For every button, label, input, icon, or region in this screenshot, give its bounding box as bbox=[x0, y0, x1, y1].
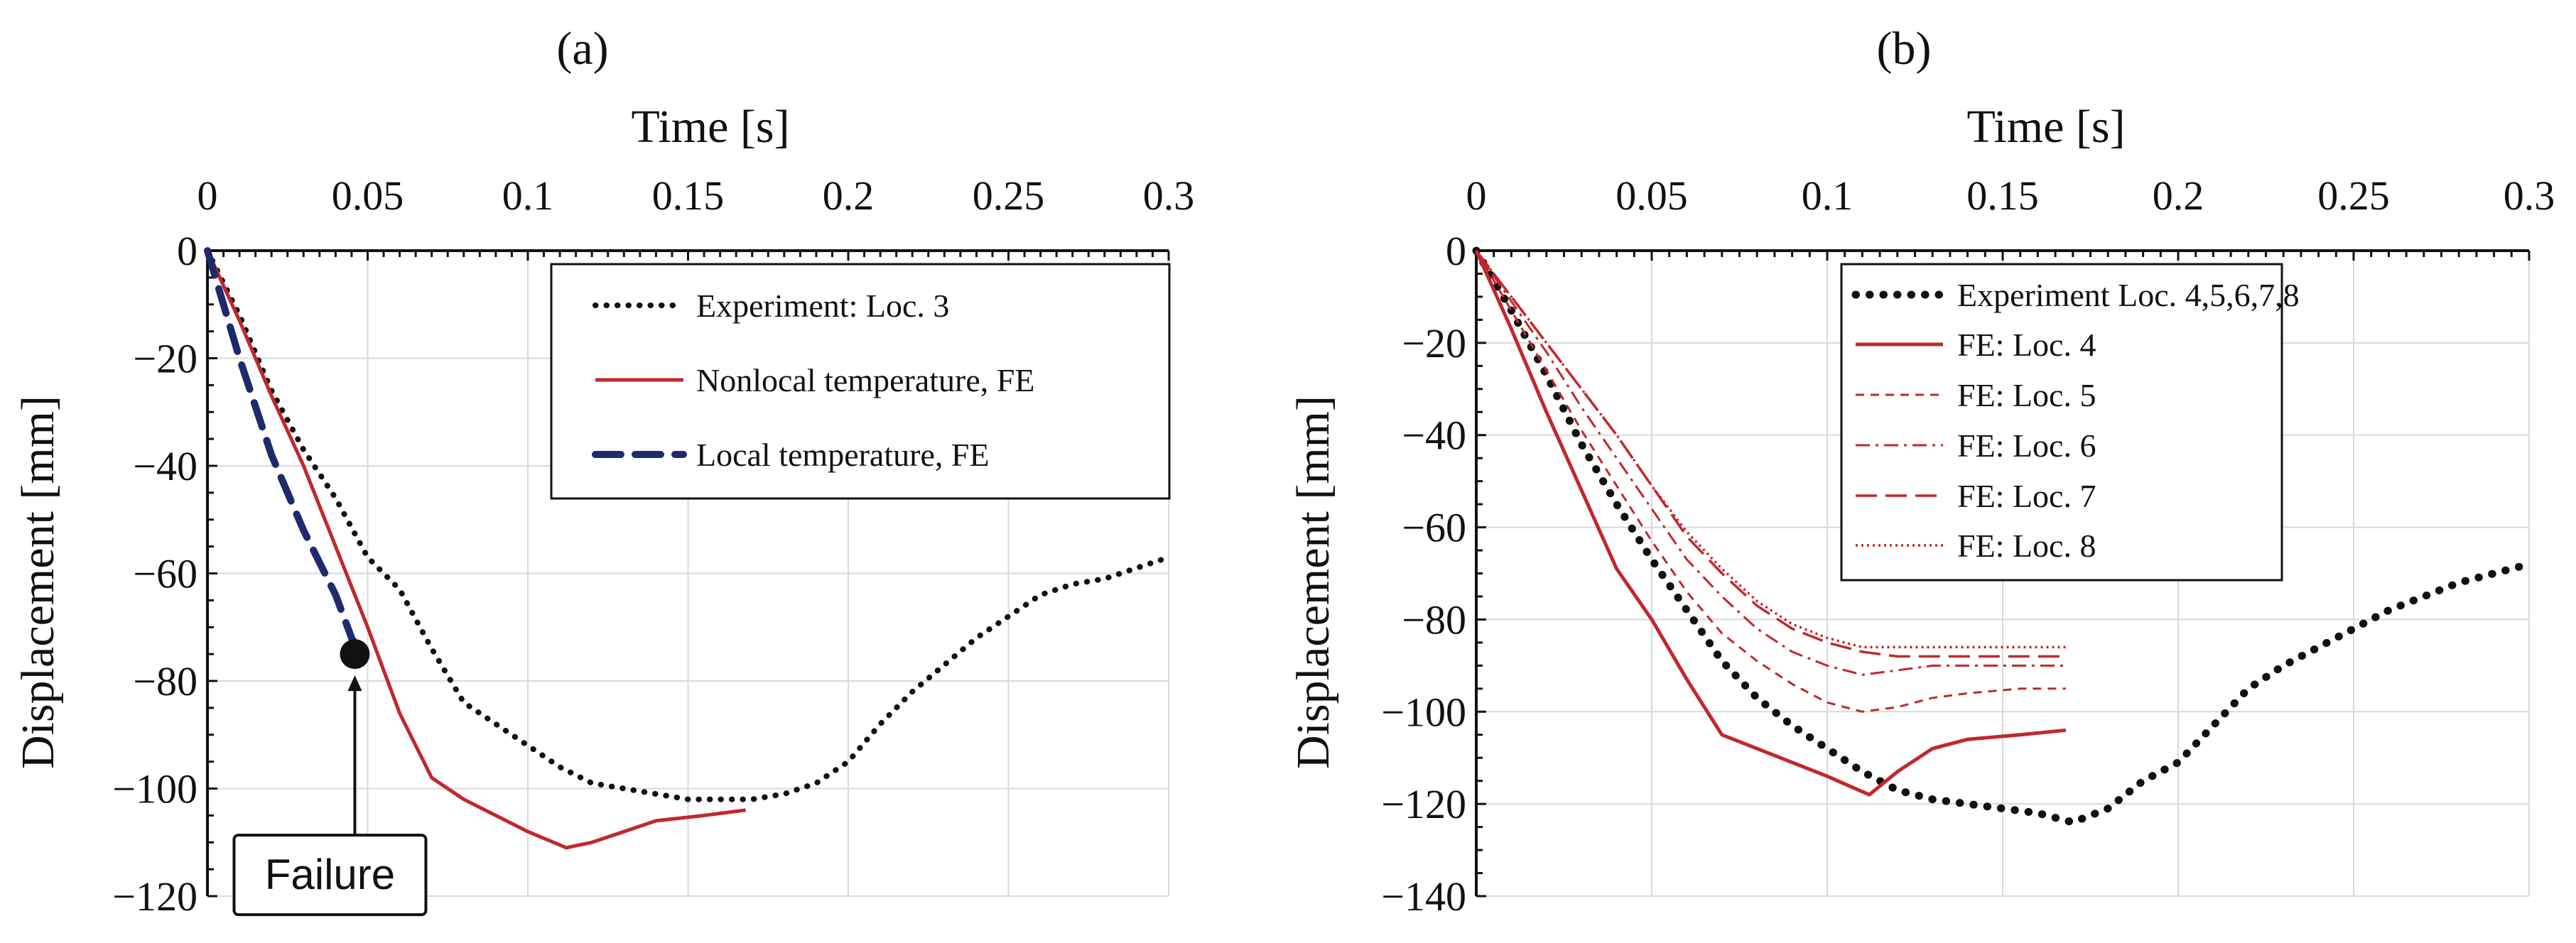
panel-a-series-1 bbox=[205, 248, 1171, 802]
panel-b-legend: Experiment Loc. 4,5,6,7,8 FE: Loc. 4 FE: L… bbox=[1840, 263, 2300, 582]
panel-b-legend-label-1: Experiment Loc. 4,5,6,7,8 bbox=[1957, 277, 2300, 313]
panel-a-y-tick-label: −40 bbox=[133, 443, 197, 489]
chart-panel-b: (b) Time [s] Displacement [mm] 0 0.05 0.1 0… bbox=[1287, 23, 2555, 920]
panel-a-y-tick-label: −100 bbox=[112, 766, 197, 812]
panel-a-y-tick-labels: 0 −20 −40 −60 −80 −100 −120 bbox=[112, 228, 197, 920]
panel-b-x-tick-label: 0.2 bbox=[2153, 173, 2204, 219]
panel-a-legend: Experiment: Loc. 3 Nonlocal temperature, … bbox=[550, 263, 1171, 500]
panel-a-x-tick-label: 0.2 bbox=[823, 173, 875, 219]
panel-b-legend-label-2: FE: Loc. 4 bbox=[1957, 327, 2096, 363]
panel-a-y-tick-label: −80 bbox=[133, 658, 197, 704]
panel-b-x-tick-label: 0.25 bbox=[2317, 173, 2390, 219]
panel-b-legend-label-4: FE: Loc. 6 bbox=[1957, 427, 2096, 464]
panel-b-series-6 bbox=[1475, 249, 2066, 649]
panel-a-x-tick-label: 0.25 bbox=[973, 173, 1045, 219]
panel-a-x-tick-label: 0.15 bbox=[652, 173, 725, 219]
failure-label: Failure bbox=[265, 851, 395, 898]
panel-a-label: (a) bbox=[556, 23, 608, 75]
panel-b-x-tick-label: 0.3 bbox=[2504, 173, 2555, 219]
panel-b-x-axis-title: Time [s] bbox=[1966, 101, 2125, 153]
panel-a-legend-label-1: Experiment: Loc. 3 bbox=[696, 288, 949, 324]
panel-a-x-tick-label: 0.05 bbox=[332, 173, 404, 219]
panel-b-series-3 bbox=[1475, 250, 2066, 713]
panel-b-y-tick-label: −120 bbox=[1381, 781, 1466, 827]
panel-a-x-tick-label: 0.1 bbox=[502, 173, 554, 219]
panel-b-axes bbox=[1475, 249, 2531, 898]
panel-a-y-tick-label: −120 bbox=[112, 873, 197, 920]
panel-a-legend-label-3: Local temperature, FE bbox=[696, 437, 990, 473]
panel-a-y-tick-label: −20 bbox=[133, 336, 197, 382]
panel-b-y-tick-label: −20 bbox=[1402, 320, 1466, 366]
panel-b-y-tick-label: −140 bbox=[1381, 873, 1466, 920]
panel-a-y-tick-label: 0 bbox=[177, 228, 197, 274]
panel-b-y-tick-label: −80 bbox=[1402, 596, 1466, 643]
panel-a-series-2 bbox=[205, 249, 747, 850]
panel-b-x-tick-label: 0.15 bbox=[1966, 173, 2039, 219]
panel-b-legend-label-6: FE: Loc. 8 bbox=[1957, 528, 2096, 564]
panel-b-y-tick-label: 0 bbox=[1446, 228, 1466, 274]
failure-label-box bbox=[232, 834, 428, 917]
panel-b-label: (b) bbox=[1877, 23, 1932, 75]
panel-b-y-tick-label: −60 bbox=[1402, 505, 1466, 551]
panel-b-y-tick-label: −100 bbox=[1381, 689, 1466, 735]
panel-a-axes bbox=[206, 249, 1170, 898]
panel-b-y-tick-label: −40 bbox=[1402, 413, 1466, 459]
failure-annotation: Failure bbox=[232, 639, 428, 917]
panel-a-x-tick-labels: 0 0.05 0.1 0.15 0.2 0.25 0.3 bbox=[197, 173, 1195, 219]
panel-b-legend-label-5: FE: Loc. 7 bbox=[1957, 478, 2096, 514]
panel-b-series-2 bbox=[1474, 249, 2067, 797]
panel-a-series-group bbox=[204, 247, 1171, 850]
failure-arrowhead bbox=[347, 675, 362, 692]
failure-marker bbox=[340, 639, 370, 670]
panel-a-y-tick-label: −60 bbox=[133, 551, 197, 597]
panel-a-x-tick-label: 0.3 bbox=[1143, 173, 1195, 219]
panel-b-x-tick-label: 0.05 bbox=[1616, 173, 1688, 219]
panel-b-legend-box bbox=[1840, 263, 2283, 582]
panel-b-x-tick-label: 0 bbox=[1466, 173, 1487, 219]
panel-a-x-axis-title: Time [s] bbox=[631, 101, 789, 153]
panel-a-series-3 bbox=[204, 247, 365, 658]
panel-b-y-tick-labels: 0 −20 −40 −60 −80 −100 −120 −140 bbox=[1381, 228, 1466, 920]
panel-b-legend-label-3: FE: Loc. 5 bbox=[1957, 377, 2096, 413]
panel-b-series-1 bbox=[1472, 246, 2533, 827]
panel-a-x-tick-label: 0 bbox=[197, 173, 218, 219]
panel-b-x-tick-labels: 0 0.05 0.1 0.15 0.2 0.25 0.3 bbox=[1466, 173, 2555, 219]
panel-b-x-tick-label: 0.1 bbox=[1802, 173, 1853, 219]
panel-b-series-group bbox=[1472, 246, 2533, 827]
panel-b-y-axis-title: Displacement [mm] bbox=[1287, 396, 1339, 769]
chart-panel-a: (a) Time [s] Displacement [mm] 0 0.05 0.1 0… bbox=[12, 23, 1194, 920]
panel-a-legend-label-2: Nonlocal temperature, FE bbox=[696, 362, 1034, 398]
panel-a-y-axis-title: Displacement [mm] bbox=[12, 396, 64, 769]
